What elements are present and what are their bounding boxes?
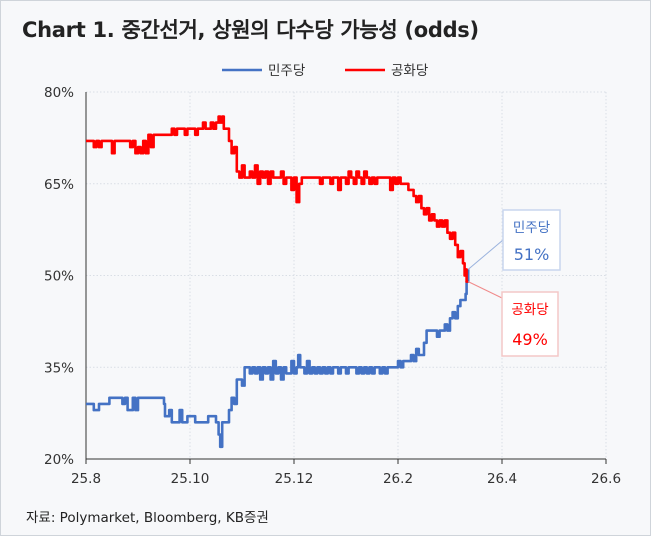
x-tick-label: 26.6 (591, 471, 621, 487)
legend-label: 공화당 (391, 63, 428, 79)
source-note: 자료: Polymarket, Bloomberg, KB증권 (26, 510, 269, 526)
y-tick-label: 65% (44, 177, 74, 193)
annotation-series-name: 민주당 (513, 220, 550, 236)
x-tick-label: 25.8 (71, 471, 101, 487)
legend: 민주당 공화당 (222, 63, 428, 79)
annotation-series-name: 공화당 (511, 302, 548, 318)
annotation-box (501, 291, 559, 357)
end-value-annotations: 민주당 51% 공화당 49% (467, 209, 561, 357)
x-tick-label: 26.4 (487, 471, 517, 487)
x-tick-label: 25.12 (275, 471, 314, 487)
y-tick-label: 50% (44, 269, 74, 285)
series-line-rep (86, 115, 469, 283)
annotation-leader (467, 239, 504, 270)
annotation-value-label: 51% (514, 245, 550, 264)
x-tick-label: 25.10 (171, 471, 210, 487)
annotation-value-label: 49% (512, 330, 548, 349)
gridlines (86, 91, 607, 460)
x-tick-label: 26.2 (383, 471, 413, 487)
y-tick-label: 35% (44, 360, 74, 376)
page-title: Chart 1. 중간선거, 상원의 다수당 가능성 (odds) (22, 18, 479, 42)
axes: 20% 35% 50% 65% 80% 25.8 25.10 25.12 26.2 26.4 26.… (44, 85, 621, 487)
legend-label: 민주당 (268, 63, 305, 79)
y-tick-label: 80% (44, 85, 74, 101)
annotation-leader (467, 281, 503, 299)
series-line-dem (86, 269, 470, 449)
y-tick-label: 20% (44, 452, 74, 468)
annotation-box (502, 209, 561, 271)
series-lines (86, 115, 470, 449)
